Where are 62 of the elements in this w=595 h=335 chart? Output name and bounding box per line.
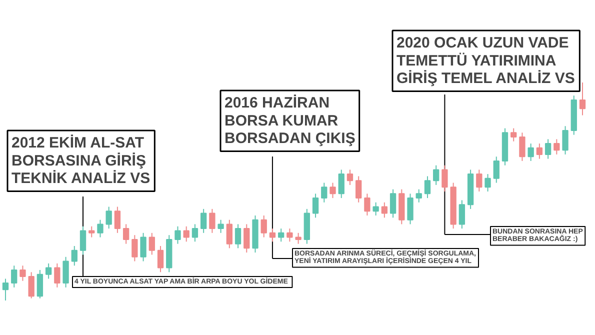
candlestick [71,246,78,266]
candlestick [106,206,112,230]
candlestick [458,200,466,230]
candlestick [528,143,534,162]
candlestick [433,164,440,186]
candlestick [157,246,164,273]
candlestick [519,132,526,162]
candlestick [372,202,379,216]
candlestick [45,262,52,280]
candlestick [269,228,276,242]
candlestick [330,182,336,199]
annotation: 2016 HAZİRAN BORSA KUMAR BORSADAN ÇIKIŞ [224,94,356,148]
candlestick [424,176,431,199]
candlestick [562,126,568,155]
candlestick [174,226,181,244]
candlestick [260,214,267,238]
candlestick [11,265,18,288]
candlestick [579,82,586,116]
candlestick [88,226,95,238]
candlestick [407,193,414,225]
candlestick [140,232,146,262]
candlestick [536,143,543,160]
candlestick [364,193,370,216]
candlestick [442,164,448,192]
candlestick [192,224,198,242]
candlestick [476,169,482,192]
candlestick [20,265,26,282]
candlestick [114,206,121,234]
candlestick [2,278,9,301]
candlestick [244,224,250,254]
candlestick [209,208,216,234]
annotation: 2020 OCAK UZUN VADE TEMETTÜ YATIRIMINA GİRİŞ TEMEL ANALİZ VS [396,34,575,88]
candlestick [62,256,69,288]
candlestick [493,156,500,184]
candlestick [36,269,44,299]
annotation: 2012 EKİM AL-SAT BORSASINA GİRİŞ TEKNİK ANALİZ VS [12,134,150,188]
candlestick [218,219,224,234]
candlestick [286,228,293,242]
candlestick [97,219,104,238]
candlestick [390,188,396,218]
candlestick [346,169,354,186]
candlestick [234,224,242,249]
candlestick [54,262,60,288]
candlestick [544,138,552,160]
candlestick [338,169,344,199]
candlestick [554,138,560,155]
candlestick [226,219,232,249]
candlestick [183,226,190,242]
candlestick [416,188,422,203]
candlestick [132,234,138,262]
candlestick [148,232,155,256]
candlestick [278,228,284,242]
candlestick [484,174,491,192]
candlestick [28,272,34,299]
candlestick [200,208,207,234]
candlestick [312,193,319,218]
candlestick [381,202,388,218]
candlestick [295,232,302,244]
candlestick [321,182,328,203]
candlestick [122,224,130,244]
candlestick [510,128,517,142]
candlestick [356,176,362,203]
